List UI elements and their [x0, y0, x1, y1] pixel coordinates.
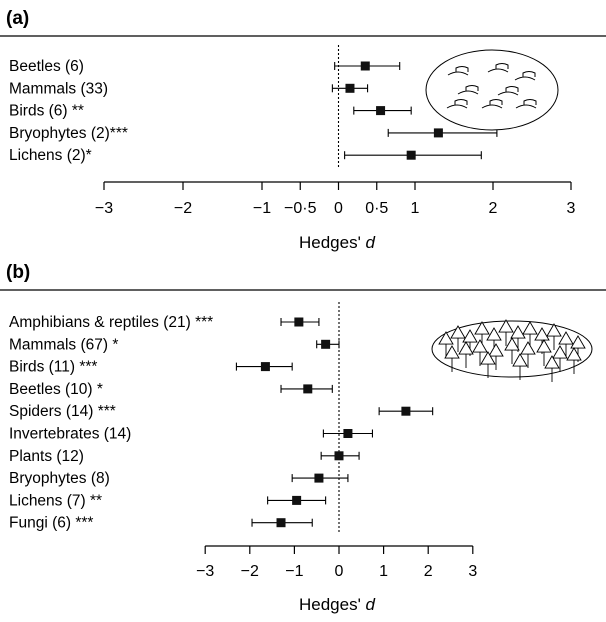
- x-tick-label: −2: [174, 200, 192, 217]
- mature-forest-icon: [431, 319, 593, 382]
- category-label: Amphibians & reptiles (21) ***: [9, 314, 213, 331]
- panel-b-xlabel-var: d: [366, 595, 376, 614]
- x-tick-label: 0: [335, 563, 344, 580]
- category-label: Beetles (6): [9, 58, 84, 75]
- x-tick-label: 1: [379, 563, 388, 580]
- point-estimate: [345, 83, 355, 93]
- x-tick-label: −3: [196, 563, 214, 580]
- category-label: Spiders (14) ***: [9, 403, 116, 420]
- x-tick-label: 3: [567, 200, 576, 217]
- panel-a-xlabel: Hedges' d: [299, 233, 376, 252]
- point-estimate: [292, 495, 302, 505]
- category-label: Bryophytes (8): [9, 470, 110, 487]
- x-tick-label: 2: [489, 200, 498, 217]
- point-estimate: [360, 61, 370, 71]
- category-label: Mammals (33): [9, 80, 108, 97]
- panel-a-xlabel-word: Hedges': [299, 233, 366, 252]
- category-label: Mammals (67) *: [9, 336, 118, 353]
- category-label: Beetles (10) *: [9, 381, 103, 398]
- x-tick-label: 3: [468, 563, 477, 580]
- panel-b-xlabel-word: Hedges': [299, 595, 366, 614]
- point-estimate: [314, 473, 324, 483]
- point-estimate: [303, 384, 313, 394]
- category-label: Fungi (6) ***: [9, 515, 93, 532]
- x-tick-label: 2: [424, 563, 433, 580]
- point-estimate: [294, 317, 304, 327]
- category-label: Lichens (7) **: [9, 492, 102, 509]
- x-tick-label: −3: [95, 200, 113, 217]
- panel-a-xlabel-var: d: [366, 233, 376, 252]
- category-label: Birds (11) ***: [9, 359, 97, 376]
- x-tick-label: −1: [253, 200, 271, 217]
- panel-a: (a) Beetles (6) Mammals (33) Birds (6) ** B…: [0, 8, 606, 252]
- point-estimate: [334, 451, 344, 461]
- point-estimate: [433, 128, 443, 138]
- category-label: Plants (12): [9, 448, 84, 465]
- panel-a-label: (a): [6, 8, 29, 29]
- category-label: Bryophytes (2)***: [9, 125, 128, 142]
- point-estimate: [343, 429, 353, 438]
- x-tick-label: 1: [411, 200, 420, 217]
- point-estimate: [260, 362, 270, 372]
- point-estimate: [376, 106, 386, 116]
- category-label: Invertebrates (14): [9, 426, 131, 443]
- point-estimate: [276, 518, 286, 528]
- x-tick-label: 0·5: [365, 200, 388, 217]
- point-estimate: [406, 150, 416, 160]
- point-estimate: [321, 339, 331, 349]
- panel-b-xlabel: Hedges' d: [299, 595, 376, 614]
- x-tick-label: 0: [334, 200, 343, 217]
- category-label: Lichens (2)*: [9, 147, 92, 164]
- x-tick-label: −0·5: [284, 200, 317, 217]
- point-estimate: [401, 406, 411, 416]
- panel-b: (b) Amphibians & reptiles (21) *** Mammal…: [0, 262, 606, 614]
- category-label: Birds (6) **: [9, 103, 84, 120]
- x-tick-label: −1: [285, 563, 303, 580]
- panel-b-label: (b): [6, 262, 30, 283]
- x-tick-label: −2: [241, 563, 259, 580]
- forest-stumps-icon: [425, 49, 559, 131]
